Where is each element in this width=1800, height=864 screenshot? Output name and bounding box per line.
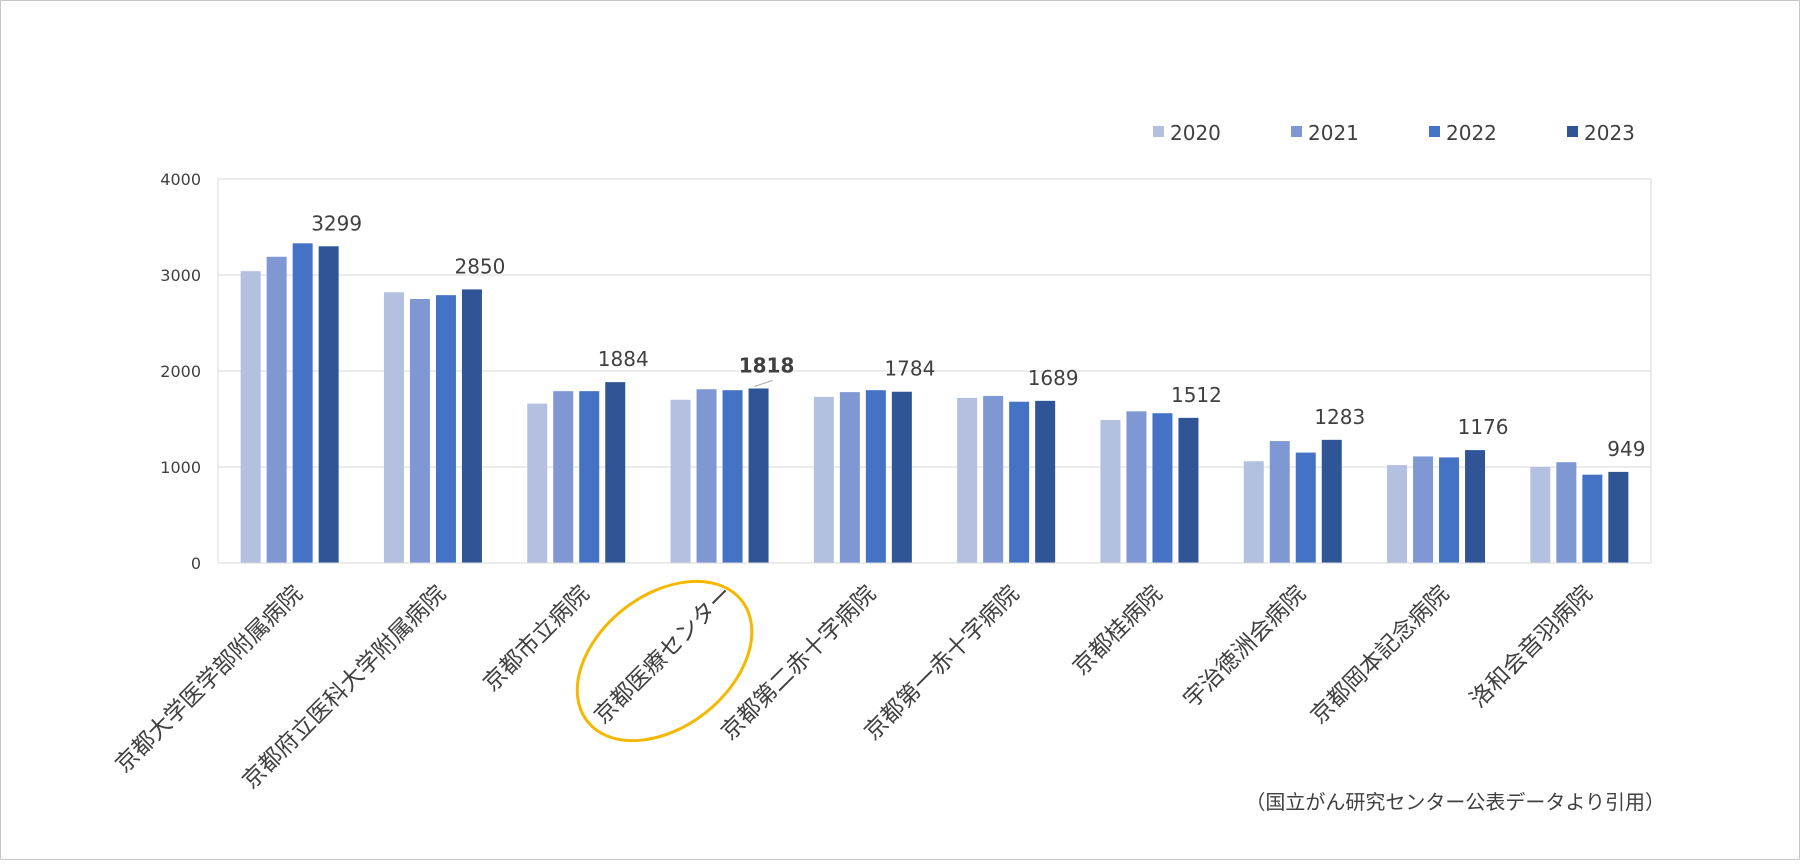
- bar: [1321, 439, 1342, 563]
- bar: [983, 395, 1004, 563]
- legend-swatch: [1567, 126, 1578, 137]
- data-label: 1884: [598, 347, 649, 371]
- legend-label: 2022: [1446, 121, 1497, 145]
- bar: [1295, 452, 1316, 563]
- bar: [1387, 465, 1408, 563]
- bar: [1100, 419, 1121, 563]
- bar: [1582, 474, 1603, 563]
- bar: [1035, 400, 1056, 563]
- bar: [1556, 462, 1577, 563]
- category-label: 宇治徳洲会病院: [1179, 581, 1311, 713]
- bar: [1126, 411, 1147, 563]
- category-label: 京都岡本記念病院: [1306, 581, 1454, 729]
- bar: [865, 390, 886, 563]
- bar: [1152, 413, 1173, 563]
- data-label-leader: [754, 379, 773, 387]
- category-label: 京都桂病院: [1068, 581, 1168, 681]
- data-label: 1283: [1314, 405, 1365, 429]
- bar: [266, 256, 287, 563]
- data-labels: 3299 2850 1884 1818 1784 1689 1512 1283 1176 949: [311, 211, 1645, 461]
- data-label: 1818: [739, 353, 795, 377]
- bar: [722, 390, 743, 563]
- y-tick-label: 4000: [160, 170, 201, 189]
- bar: [1269, 441, 1290, 563]
- data-label: 3299: [311, 211, 362, 235]
- data-label: 949: [1607, 437, 1645, 461]
- source-note: （国立がん研究センター公表データより引用）: [1245, 790, 1665, 814]
- bar: [461, 289, 482, 563]
- category-label: 洛和会音羽病院: [1465, 581, 1597, 713]
- bar: [670, 399, 691, 563]
- legend: 2020 2021 2022 2023: [1153, 121, 1635, 145]
- bar: [1530, 467, 1551, 563]
- bar: [292, 243, 313, 563]
- legend-label: 2023: [1584, 121, 1635, 145]
- bar: [748, 388, 769, 563]
- bar: [240, 271, 261, 563]
- bar: [605, 382, 626, 563]
- bar: [383, 292, 404, 563]
- legend-swatch: [1429, 126, 1440, 137]
- bar: [318, 246, 339, 563]
- category-label: 京都第二赤十字病院: [716, 581, 881, 746]
- y-tick-label: 1000: [160, 458, 201, 477]
- bar: [1178, 417, 1199, 563]
- bar: [1243, 461, 1264, 563]
- bars: [240, 243, 1629, 563]
- bar: [409, 299, 430, 563]
- y-tick-label: 2000: [160, 362, 201, 381]
- legend-label: 2020: [1170, 121, 1221, 145]
- bar: [1413, 456, 1434, 563]
- data-label: 2850: [454, 254, 505, 278]
- bar: [813, 396, 834, 563]
- data-label: 1512: [1171, 383, 1222, 407]
- data-label: 1689: [1028, 366, 1079, 390]
- bar: [1009, 401, 1030, 563]
- data-label: 1784: [884, 357, 935, 381]
- highlight-circle: [575, 579, 754, 743]
- legend-label: 2021: [1308, 121, 1359, 145]
- legend-swatch: [1291, 126, 1302, 137]
- bar: [1465, 450, 1486, 563]
- bar: [1439, 457, 1460, 563]
- legend-swatch: [1153, 126, 1164, 137]
- bar: [696, 389, 717, 563]
- category-label: 京都第一赤十字病院: [860, 581, 1025, 746]
- bar: [553, 391, 574, 563]
- bar: [435, 295, 456, 563]
- bar: [839, 392, 860, 563]
- data-label: 1176: [1458, 415, 1509, 439]
- bar: [579, 391, 600, 563]
- axes: 0 1000 2000 3000 4000: [160, 170, 1652, 573]
- bar: [1608, 471, 1629, 563]
- y-tick-label: 0: [191, 554, 201, 573]
- bar: [957, 397, 978, 563]
- bar: [891, 391, 912, 563]
- bar: [527, 403, 548, 563]
- category-label: 京都医療センター: [589, 581, 737, 729]
- y-tick-label: 3000: [160, 266, 201, 285]
